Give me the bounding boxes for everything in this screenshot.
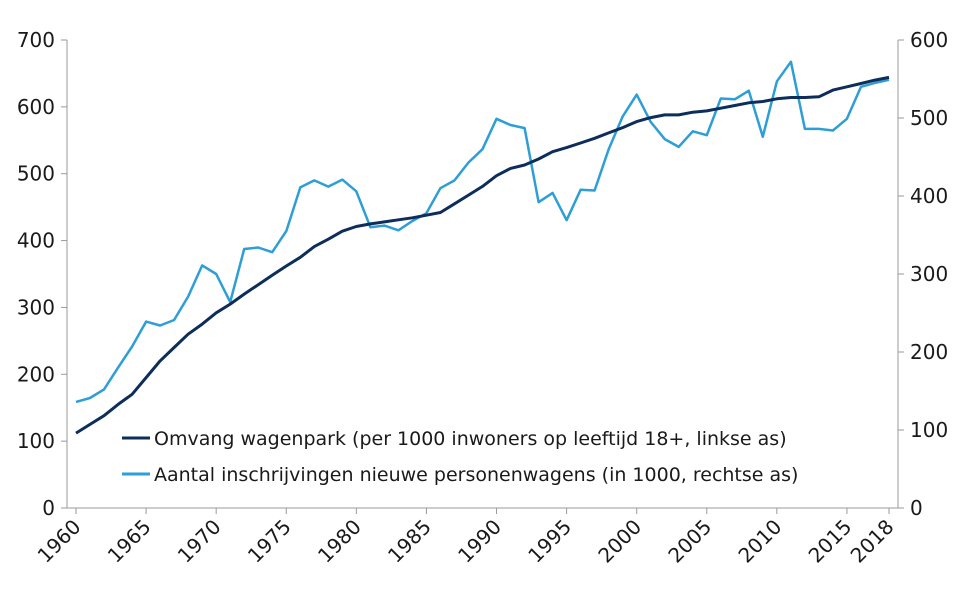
left-y-tick-label: 600 [17, 95, 55, 119]
right-y-tick-label: 600 [910, 28, 948, 52]
x-tick-label: 2018 [846, 515, 899, 568]
x-tick-label: 2010 [733, 515, 786, 568]
right-y-tick-label: 400 [910, 184, 948, 208]
right-y-tick-label: 200 [910, 340, 948, 364]
left-y-tick-label: 200 [17, 362, 55, 386]
x-tick-label: 1985 [383, 515, 436, 568]
right-y-axis-ticks: 0 100 200 300 400 500 600 [898, 28, 948, 520]
left-y-tick-label: 700 [17, 28, 55, 52]
x-tick-label: 1995 [523, 515, 576, 568]
chart-legend: Omvang wagenpark (per 1000 inwoners op l… [122, 428, 798, 486]
x-tick-label: 1975 [243, 515, 296, 568]
left-y-tick-label: 0 [42, 496, 55, 520]
legend-label-inschrijvingen: Aantal inschrijvingen nieuwe personenwag… [154, 464, 798, 486]
series-line-inschrijvingen [75, 60, 890, 404]
left-y-tick-label: 400 [17, 229, 55, 253]
x-tick-label: 1970 [173, 515, 226, 568]
x-tick-label: 2015 [804, 515, 857, 568]
x-axis-ticks: 1960 1965 1970 1975 1980 1985 1990 1995 2000 2005… [33, 508, 899, 568]
x-tick-label: 1990 [453, 515, 506, 568]
x-tick-label: 1980 [313, 515, 366, 568]
left-y-tick-label: 300 [17, 295, 55, 319]
legend-label-wagenpark: Omvang wagenpark (per 1000 inwoners op l… [154, 428, 787, 450]
x-tick-label: 2005 [663, 515, 716, 568]
x-tick-label: 2000 [593, 515, 646, 568]
series-lines [75, 60, 890, 435]
left-y-tick-label: 500 [17, 162, 55, 186]
right-y-tick-label: 300 [910, 262, 948, 286]
x-tick-label: 1965 [103, 515, 156, 568]
series-line-wagenpark [75, 75, 890, 435]
right-y-tick-label: 500 [910, 106, 948, 130]
right-y-tick-label: 0 [910, 496, 923, 520]
x-tick-label: 1960 [33, 515, 86, 568]
left-y-axis-ticks: 0 100 200 300 400 500 600 700 [17, 28, 67, 520]
right-y-tick-label: 100 [910, 418, 948, 442]
left-y-tick-label: 100 [17, 429, 55, 453]
